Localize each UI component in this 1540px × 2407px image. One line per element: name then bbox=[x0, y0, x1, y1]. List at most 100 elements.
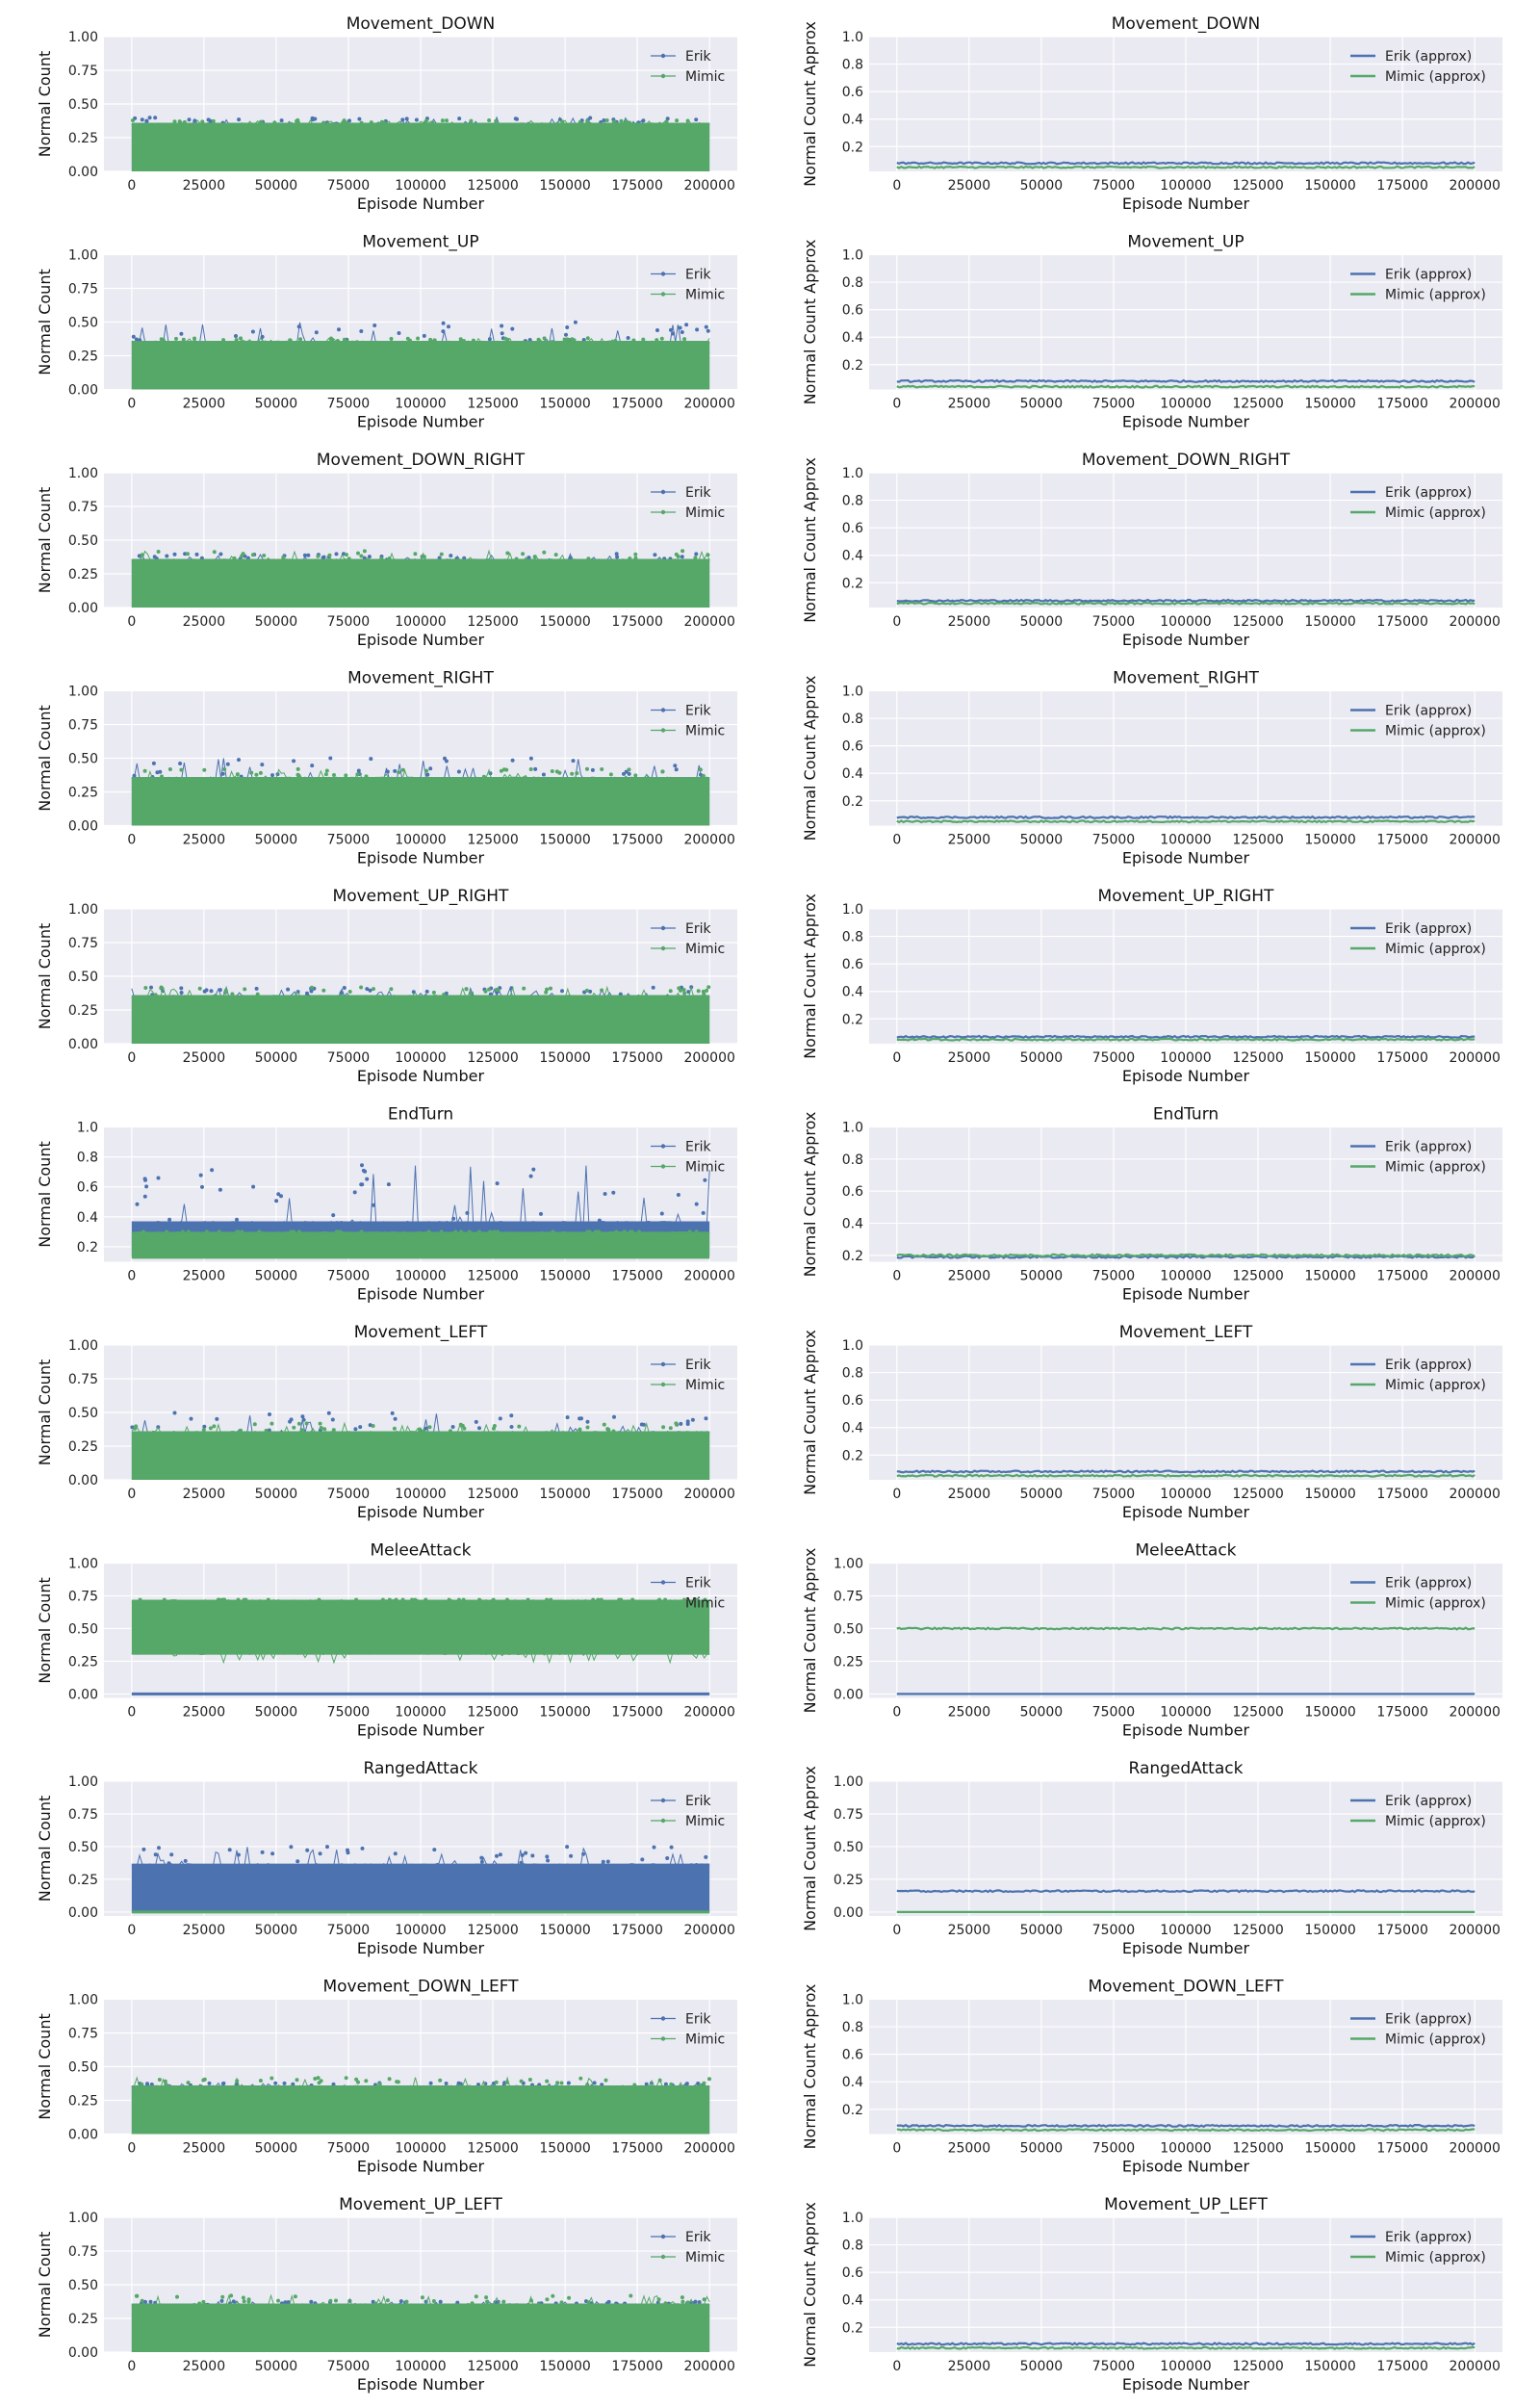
series-mimic-trace bbox=[131, 1598, 710, 1604]
series-erik-point bbox=[148, 2299, 153, 2304]
x-tick-label: 25000 bbox=[183, 1269, 226, 1284]
x-tick-label: 200000 bbox=[1449, 178, 1500, 194]
series-erik-point bbox=[218, 988, 222, 993]
x-tick-label: 100000 bbox=[1160, 1705, 1211, 1721]
y-tick-label: 0.6 bbox=[842, 2048, 863, 2063]
series-mimic-point bbox=[491, 1597, 496, 1602]
series-erik-point bbox=[363, 1169, 368, 1174]
series-mimic-point bbox=[526, 1597, 530, 1602]
y-tick-label: 0.25 bbox=[68, 349, 98, 365]
subplot-title: RangedAttack bbox=[1129, 1759, 1244, 1778]
y-tick-label: 0.2 bbox=[842, 794, 863, 810]
legend-label: Mimic bbox=[685, 724, 725, 739]
series-erik-point bbox=[676, 1193, 680, 1197]
legend-marker bbox=[660, 489, 666, 495]
series-erik-point bbox=[289, 1417, 294, 1422]
series-mimic-point bbox=[668, 1426, 673, 1431]
x-axis-label: Episode Number bbox=[357, 1503, 485, 1521]
series-erik-point bbox=[622, 771, 626, 776]
series-mimic-point bbox=[705, 988, 709, 993]
series-mimic-point bbox=[702, 2297, 706, 2302]
subplot-endturn-raw: 0 25000 50000 75000 100000 125000 150000 175000… bbox=[36, 1105, 737, 1304]
series-mimic-point bbox=[586, 2300, 591, 2305]
series-erik-point bbox=[641, 118, 646, 123]
series-mimic-point bbox=[321, 988, 326, 993]
series-erik-point bbox=[325, 1845, 329, 1850]
y-axis-label: Normal Count bbox=[36, 1359, 54, 1466]
series-mimic-point bbox=[420, 554, 424, 558]
series-mimic-point bbox=[232, 556, 237, 560]
series-erik-point bbox=[457, 116, 462, 121]
series-mimic-point bbox=[417, 1427, 422, 1432]
series-mimic-point bbox=[477, 1597, 482, 1602]
series-mimic-point bbox=[266, 1597, 270, 1602]
series-mimic-point bbox=[585, 336, 590, 341]
x-tick-label: 200000 bbox=[683, 397, 734, 412]
series-mimic-point bbox=[242, 2299, 246, 2304]
series-mimic-point bbox=[611, 119, 616, 124]
x-tick-label: 50000 bbox=[255, 397, 298, 412]
series-mimic-approx-line bbox=[896, 384, 1476, 389]
y-tick-label: 0.75 bbox=[834, 1589, 863, 1604]
legend-label: Erik bbox=[685, 1358, 711, 1373]
series-mimic-point bbox=[201, 2299, 206, 2304]
y-tick-label: 0.00 bbox=[68, 383, 98, 399]
series-mimic-point bbox=[474, 2294, 478, 2299]
series-mimic-point bbox=[694, 1229, 699, 1234]
series-mimic-point bbox=[160, 774, 164, 779]
series-mimic-point bbox=[229, 2293, 234, 2298]
series-mimic-point bbox=[239, 336, 243, 341]
subplot-title: Movement_DOWN_LEFT bbox=[322, 1978, 519, 1997]
series-erik-point bbox=[302, 553, 307, 557]
legend-marker bbox=[660, 292, 666, 297]
x-tick-label: 200000 bbox=[683, 1269, 734, 1284]
y-tick-label: 0.8 bbox=[842, 712, 863, 727]
x-tick-label: 100000 bbox=[395, 1705, 446, 1721]
series-mimic-point bbox=[532, 555, 537, 559]
series-mimic-point bbox=[439, 552, 444, 556]
legend-label: Mimic (approx) bbox=[1385, 288, 1486, 303]
series-mimic-point bbox=[359, 985, 364, 990]
x-tick-label: 200000 bbox=[683, 1923, 734, 1938]
x-axis-label: Episode Number bbox=[357, 194, 485, 213]
series-erik-point bbox=[444, 759, 449, 764]
x-tick-label: 150000 bbox=[539, 833, 590, 848]
series-erik-point bbox=[428, 766, 433, 771]
series-erik-point bbox=[286, 2300, 291, 2305]
series-erik-point bbox=[172, 552, 177, 556]
x-tick-label: 50000 bbox=[1020, 1269, 1064, 1284]
series-mimic-approx-line bbox=[896, 2345, 1476, 2350]
x-tick-label: 100000 bbox=[395, 1050, 446, 1066]
subplot-movement-down-approx: 0 25000 50000 75000 100000 125000 150000 175000… bbox=[801, 14, 1502, 213]
x-tick-label: 200000 bbox=[683, 178, 734, 194]
series-mimic-point bbox=[431, 990, 436, 995]
legend-label: Erik (approx) bbox=[1385, 49, 1472, 65]
series-erik-point bbox=[422, 333, 426, 338]
series-mimic-point bbox=[586, 556, 591, 561]
y-tick-label: 0.50 bbox=[68, 1406, 98, 1421]
x-axis-label: Episode Number bbox=[357, 1721, 485, 1740]
series-erik-point bbox=[365, 1177, 370, 1181]
series-mimic-point bbox=[707, 2077, 711, 2082]
legend: Erik (approx) Mimic (approx) bbox=[1350, 704, 1486, 739]
y-tick-label: 0.00 bbox=[68, 1037, 98, 1052]
x-tick-label: 100000 bbox=[1160, 1269, 1211, 1284]
series-erik-point bbox=[679, 1421, 683, 1426]
series-mimic-point bbox=[664, 119, 669, 124]
series-mimic-point bbox=[270, 1421, 274, 1426]
series-mimic-point bbox=[335, 339, 340, 343]
series-mimic-point bbox=[596, 1597, 601, 1602]
series-erik-point bbox=[372, 324, 377, 327]
series-mimic-point bbox=[380, 1597, 385, 1602]
legend-label: Erik (approx) bbox=[1385, 704, 1472, 719]
series-mimic-point bbox=[536, 337, 541, 342]
x-tick-label: 175000 bbox=[1376, 2141, 1427, 2157]
x-tick-label: 25000 bbox=[183, 178, 226, 194]
legend: Erik (approx) Mimic (approx) bbox=[1350, 1358, 1486, 1393]
y-tick-label: 1.0 bbox=[842, 466, 863, 481]
series-erik-point bbox=[685, 1422, 690, 1426]
x-tick-label: 0 bbox=[892, 1923, 901, 1938]
series-mimic-point bbox=[344, 2076, 348, 2081]
series-mimic-point bbox=[701, 989, 706, 994]
x-tick-label: 0 bbox=[892, 1487, 901, 1502]
